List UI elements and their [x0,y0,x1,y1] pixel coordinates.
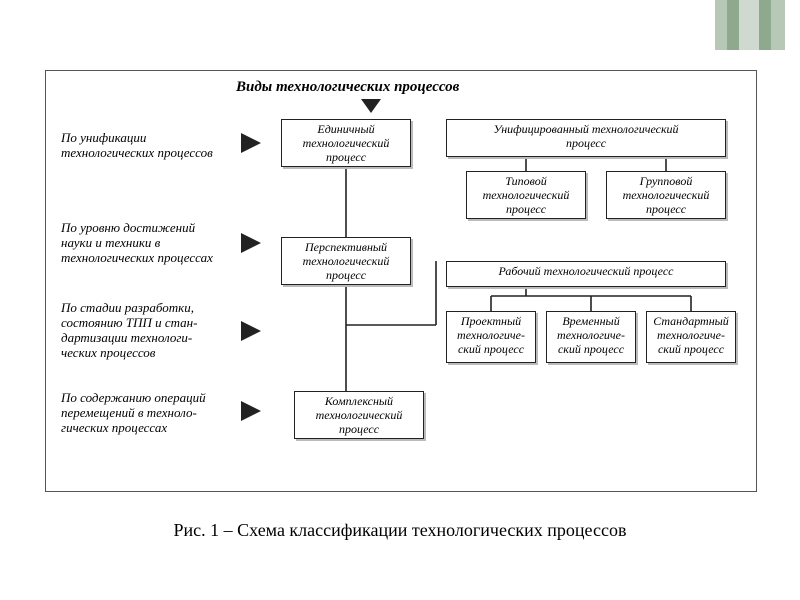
criterion-unification: По унификациитехнологических процессов [61,131,213,161]
title-arrow-down-icon [361,99,381,113]
arrow-right-icon [241,321,261,341]
box-unified-process: Унифицированный технологическийпроцесс [446,119,726,157]
stripe [727,0,739,50]
criterion-operation-content: По содержанию операцийперемещений в техн… [61,391,206,436]
criterion-science-level: По уровню достиженийнауки и техники втех… [61,221,213,266]
stripe [759,0,771,50]
box-single-process: Единичныйтехнологическийпроцесс [281,119,411,167]
diagram-frame: Виды технологических процессов По унифик… [45,70,757,492]
box-perspective-process: Перспективныйтехнологическийпроцесс [281,237,411,285]
box-standard-process: Стандартныйтехнологиче-ский процесс [646,311,736,363]
stripe [715,0,727,50]
box-complex-process: Комплексныйтехнологическийпроцесс [294,391,424,439]
box-project-process: Проектныйтехнологиче-ский процесс [446,311,536,363]
arrow-right-icon [241,133,261,153]
box-working-process: Рабочий технологический процесс [446,261,726,287]
criterion-development-stage: По стадии разработки,состоянию ТПП и ста… [61,301,197,361]
stripe [739,0,759,50]
figure-caption: Рис. 1 – Схема классификации технологиче… [0,520,800,541]
box-typical-process: Типовойтехнологическийпроцесс [466,171,586,219]
decorative-stripes [715,0,785,50]
diagram-title: Виды технологических процессов [236,79,459,96]
arrow-right-icon [241,401,261,421]
page: Виды технологических процессов По унифик… [0,0,800,600]
arrow-right-icon [241,233,261,253]
stripe [771,0,785,50]
box-temporary-process: Временныйтехнологиче-ский процесс [546,311,636,363]
box-group-process: Групповойтехнологическийпроцесс [606,171,726,219]
